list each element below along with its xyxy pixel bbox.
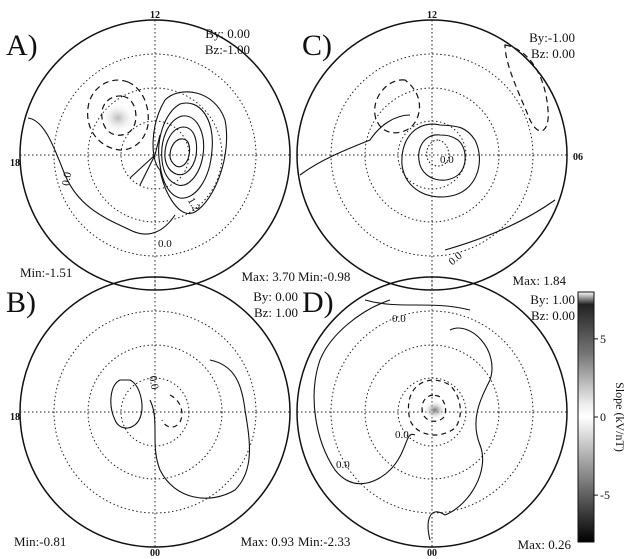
- colorbar: 5 0 -5 Slope (kV/nT): [577, 291, 624, 543]
- panel-b: B) By: 0.00 Bz: 1.00 18 00 0.0 Min:-0.81…: [6, 276, 298, 559]
- colorbar-label: Slope (kV/nT): [613, 382, 624, 452]
- colorbar-tick-label: 5: [600, 332, 606, 346]
- by-label-a: By: 0.00: [205, 26, 250, 41]
- colorbar-ticks: 5 0 -5: [594, 332, 610, 502]
- clock-label-top-a: 12: [150, 10, 160, 21]
- contour-label-d-2: 0.0: [395, 429, 409, 441]
- contours-negative-d: [407, 379, 461, 436]
- panel-c: C) By:-1.00 Bz: 0.00 12 06 0.0 0.0 Min:-…: [296, 10, 583, 291]
- bz-label-c: Bz: 0.00: [531, 46, 575, 61]
- panel-letter-a: A): [6, 29, 38, 62]
- contours-negative-b: [161, 394, 183, 428]
- contour-label-a-1: 0.0: [60, 171, 74, 187]
- contour-label-c-2: 0.0: [440, 154, 454, 166]
- colorbar-tick-label: -5: [600, 488, 610, 502]
- clock-label-left-a: 18: [10, 158, 20, 169]
- contours-inner-dotted-c: [426, 139, 450, 167]
- max-label-b: Max: 0.93: [241, 534, 294, 549]
- panel-a: A) By: 0.00 Bz:-1.00 12 18 0.0 0.0 1.2 M…: [6, 10, 295, 291]
- polar-grid-a: [20, 20, 290, 290]
- clock-label-bottom-b: 00: [150, 548, 160, 559]
- shading-d: [423, 400, 447, 420]
- bz-label-b: Bz: 1.00: [254, 305, 298, 320]
- clock-label-right-c: 06: [573, 152, 583, 163]
- contours-negative-c: [374, 44, 549, 134]
- colorbar-tick-label: 0: [600, 410, 606, 424]
- by-label-c: By:-1.00: [529, 30, 575, 45]
- contours-positive-a: [27, 91, 228, 235]
- min-label-a: Min:-1.51: [20, 265, 72, 280]
- polar-grid-d: [297, 277, 567, 547]
- min-label-c: Min:-0.98: [298, 269, 350, 284]
- panel-letter-b: B): [6, 286, 36, 319]
- clock-label-left-b: 18: [10, 412, 20, 423]
- min-label-d: Min:-2.33: [298, 534, 350, 549]
- max-label-c: Max: 1.84: [513, 273, 567, 288]
- panel-letter-c: C): [302, 29, 332, 62]
- contours-b: [110, 359, 250, 499]
- min-label-b: Min:-0.81: [14, 534, 66, 549]
- boundary-circle-b: [19, 276, 291, 548]
- clock-label-top-c: 12: [427, 10, 437, 21]
- clock-label-bottom-d: 00: [427, 548, 437, 559]
- bz-label-a: Bz:-1.00: [205, 42, 250, 57]
- contour-label-a-3: 1.2: [185, 196, 202, 214]
- contour-label-b-1: 0.0: [146, 375, 160, 391]
- panel-letter-d: D): [302, 286, 334, 319]
- polar-grid-b: [20, 277, 290, 547]
- panel-d: D) By: 1.00 Bz: 0.00 00 0.0 0.0 0.0 Min:…: [296, 276, 575, 559]
- by-label-d: By: 1.00: [530, 292, 575, 307]
- contour-label-d-3: 0.0: [336, 459, 350, 471]
- boundary-circle-d: [296, 276, 568, 548]
- bz-label-d: Bz: 0.00: [531, 308, 575, 323]
- contours-negative-a: [87, 79, 149, 151]
- contour-label-a-2: 0.0: [158, 238, 172, 250]
- shading-a: [100, 102, 136, 134]
- colorbar-gradient: [577, 291, 595, 543]
- contour-label-d-1: 0.0: [392, 313, 406, 325]
- by-label-b: By: 0.00: [253, 289, 298, 304]
- contour-label-c-1: 0.0: [446, 250, 465, 268]
- max-label-d: Max: 0.26: [518, 537, 572, 552]
- polar-grid-c: [297, 20, 567, 290]
- max-label-a: Max: 3.70: [242, 269, 295, 284]
- contours-positive-d: [313, 299, 493, 541]
- contours-positive-c: [299, 114, 556, 251]
